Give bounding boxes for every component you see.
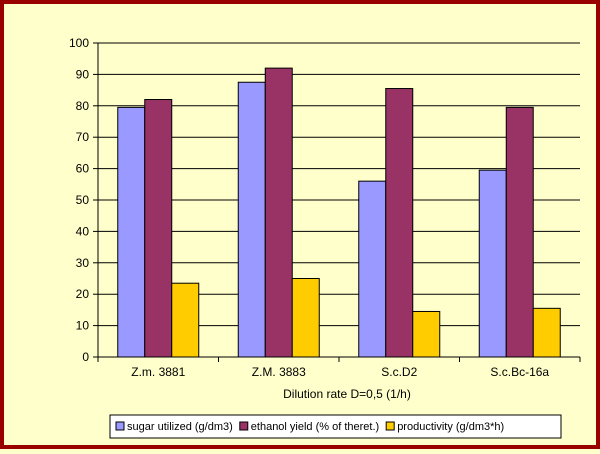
y-tick-label: 60 (76, 162, 90, 176)
y-tick-label: 20 (76, 287, 90, 301)
x-tick-label: S.c.Bc-16a (490, 365, 549, 379)
legend-label: ethanol yield (% of theret.) (251, 421, 379, 433)
y-tick-label: 0 (82, 350, 89, 364)
legend-swatch (115, 421, 125, 431)
y-tick-label: 50 (76, 193, 90, 207)
x-tick-labels: Z.m. 3881 Z.M. 3883 S.c.D2 S.c.Bc-16a (131, 365, 549, 379)
bar-3-2 (291, 278, 320, 358)
bar-3-1 (171, 282, 200, 358)
y-tick-label: 80 (76, 99, 90, 113)
y-tick-label: 70 (76, 130, 90, 144)
bar-2-3 (385, 88, 414, 358)
bar-2-1 (144, 99, 173, 358)
bar-1-2 (237, 81, 266, 358)
legend-swatch (239, 421, 249, 431)
bar-1-1 (117, 106, 146, 358)
bar-1-4 (478, 169, 507, 358)
legend-label: sugar utilized (g/dm3) (127, 421, 233, 433)
x-tick-label: Z.M. 3883 (252, 365, 306, 379)
bar-2-4 (505, 106, 534, 358)
legend-box (109, 414, 562, 439)
x-axis-label: Dilution rate D=0,5 (1/h) (283, 387, 411, 401)
y-tick-label: 40 (76, 224, 90, 238)
legend: sugar utilized (g/dm3) ethanol yield (% o… (109, 414, 562, 439)
bar-3-3 (412, 310, 441, 358)
y-tick-label: 100 (69, 36, 89, 50)
y-tick-label: 30 (76, 256, 90, 270)
bar-3-4 (532, 307, 561, 358)
bar-1-3 (358, 180, 387, 358)
legend-swatch (385, 421, 395, 431)
legend-label: productivity (g/dm3*h) (397, 421, 504, 433)
x-tick-label: Z.m. 3881 (131, 365, 185, 379)
x-tick-label: S.c.D2 (381, 365, 417, 379)
y-tick-labels: 0 10 20 30 40 50 60 70 80 90 100 (69, 36, 98, 364)
y-tick-label: 90 (76, 67, 90, 81)
y-tick-label: 10 (76, 319, 90, 333)
bar-2-2 (264, 67, 293, 358)
